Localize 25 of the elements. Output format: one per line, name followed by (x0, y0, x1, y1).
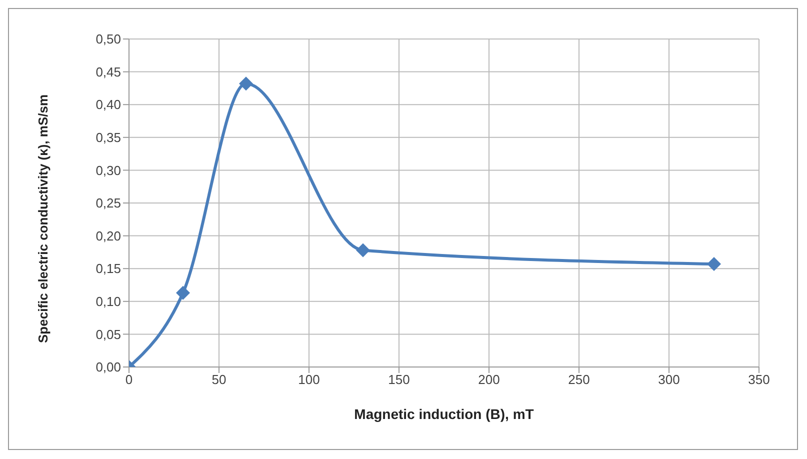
x-tick-label: 350 (748, 372, 770, 388)
y-tick-label: 0,35 (96, 130, 121, 146)
x-tick-label: 300 (658, 372, 680, 388)
y-tick-label: 0,40 (96, 97, 121, 112)
point (707, 257, 721, 272)
y-tick-label: 0,50 (96, 32, 121, 47)
x-tick-label: 0 (125, 372, 133, 388)
y-tick-label: 0,20 (96, 228, 121, 244)
x-tick-label: 100 (298, 372, 320, 388)
y-axis-title: Specific electric conductivity (κ), mS/sm (36, 94, 51, 343)
y-tick-label: 0,15 (96, 261, 121, 276)
x-tick-label: 50 (212, 372, 226, 388)
y-tick-label: 0,10 (96, 294, 121, 310)
y-tick-label: 0,05 (96, 326, 121, 342)
point (176, 286, 190, 300)
point (239, 76, 253, 91)
x-tick-label: 150 (388, 372, 410, 388)
x-tick-label: 250 (568, 372, 590, 388)
point (356, 243, 370, 258)
y-tick-label: 0,00 (96, 360, 121, 375)
x-tick-label: 200 (478, 372, 500, 388)
y-tick-label: 0,25 (96, 196, 121, 211)
y-tick-label: 0,45 (96, 64, 121, 80)
x-axis-title: Magnetic induction (B), mT (354, 406, 534, 422)
y-tick-label: 0,30 (96, 162, 121, 178)
